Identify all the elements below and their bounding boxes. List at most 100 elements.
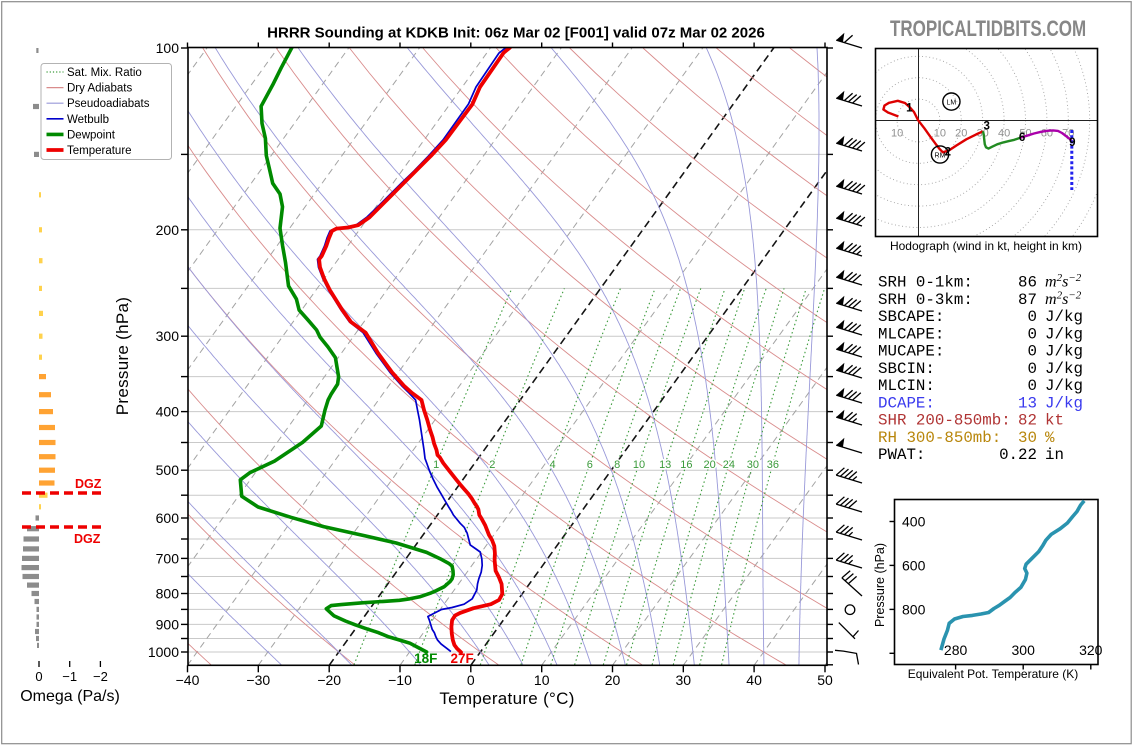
svg-text:10: 10 (934, 128, 946, 140)
svg-text:0: 0 (1028, 325, 1037, 343)
svg-text:400: 400 (902, 514, 926, 530)
svg-text:6: 6 (1019, 132, 1025, 144)
svg-text:J/kg: J/kg (1045, 377, 1083, 395)
svg-text:0: 0 (1028, 377, 1037, 395)
svg-text:−1: −1 (62, 669, 77, 684)
svg-text:Sat. Mix. Ratio: Sat. Mix. Ratio (67, 67, 142, 79)
svg-text:320: 320 (1079, 642, 1103, 658)
svg-text:500: 500 (156, 462, 180, 478)
svg-text:400: 400 (156, 404, 180, 420)
svg-text:10: 10 (891, 128, 903, 140)
svg-text:82: 82 (1018, 412, 1037, 430)
svg-text:DCAPE:: DCAPE: (878, 394, 935, 412)
svg-text:20: 20 (605, 672, 621, 688)
svg-text:40: 40 (746, 672, 762, 688)
svg-text:30: 30 (747, 459, 759, 471)
svg-text:27F: 27F (450, 651, 473, 666)
svg-text:−2: −2 (93, 669, 108, 684)
svg-text:Omega (Pa/s): Omega (Pa/s) (20, 688, 120, 705)
svg-text:0.22: 0.22 (999, 446, 1037, 464)
svg-text:PWAT:: PWAT: (878, 446, 925, 464)
svg-text:SBCAPE:: SBCAPE: (878, 308, 944, 326)
svg-text:800: 800 (902, 601, 926, 617)
svg-text:DGZ: DGZ (74, 532, 101, 546)
svg-text:MUCAPE:: MUCAPE: (878, 343, 944, 361)
svg-text:13: 13 (659, 459, 671, 471)
svg-text:13: 13 (1018, 394, 1037, 412)
svg-text:60: 60 (1041, 128, 1053, 140)
svg-text:%: % (1045, 429, 1055, 447)
svg-text:8: 8 (614, 459, 620, 471)
svg-text:J/kg: J/kg (1045, 394, 1083, 412)
svg-text:24: 24 (723, 459, 735, 471)
svg-text:86: 86 (1018, 274, 1037, 292)
svg-text:100: 100 (156, 40, 180, 56)
svg-text:1: 1 (906, 103, 913, 115)
svg-text:16: 16 (680, 459, 692, 471)
svg-text:MLCAPE:: MLCAPE: (878, 325, 944, 343)
svg-text:Pseudoadiabats: Pseudoadiabats (67, 98, 150, 110)
svg-text:9: 9 (1069, 137, 1075, 149)
svg-text:3: 3 (983, 121, 989, 133)
svg-text:Hodograph (wind in kt, height: Hodograph (wind in kt, height in km) (890, 239, 1082, 253)
svg-text:20: 20 (955, 128, 967, 140)
svg-text:HRRR Sounding at KDKB Init: 06: HRRR Sounding at KDKB Init: 06z Mar 02 [… (267, 25, 765, 42)
svg-text:Dewpoint: Dewpoint (67, 129, 116, 141)
svg-text:2: 2 (945, 147, 951, 159)
svg-text:J/kg: J/kg (1045, 325, 1083, 343)
svg-text:LM: LM (947, 100, 957, 107)
svg-text:0: 0 (35, 669, 42, 684)
svg-text:300: 300 (156, 328, 180, 344)
svg-text:J/kg: J/kg (1045, 360, 1083, 378)
svg-text:600: 600 (156, 510, 180, 526)
svg-text:20: 20 (703, 459, 715, 471)
svg-text:30: 30 (1018, 429, 1037, 447)
svg-text:10: 10 (633, 459, 645, 471)
svg-text:900: 900 (156, 616, 180, 632)
svg-text:Pressure (hPa): Pressure (hPa) (873, 543, 887, 627)
svg-text:87: 87 (1018, 291, 1037, 309)
svg-text:36: 36 (767, 459, 779, 471)
svg-text:Temperature (°C): Temperature (°C) (439, 689, 574, 708)
svg-text:40: 40 (998, 128, 1010, 140)
svg-text:0: 0 (1028, 308, 1037, 326)
svg-text:0: 0 (1028, 343, 1037, 361)
svg-text:700: 700 (156, 550, 180, 566)
svg-text:Temperature: Temperature (67, 145, 132, 157)
svg-text:4: 4 (549, 459, 555, 471)
svg-text:RM: RM (935, 153, 946, 160)
svg-text:J/kg: J/kg (1045, 343, 1083, 361)
svg-text:−10: −10 (388, 672, 412, 688)
svg-text:MLCIN:: MLCIN: (878, 377, 935, 395)
svg-text:TROPICALTIDBITS.COM: TROPICALTIDBITS.COM (890, 17, 1086, 42)
svg-text:kt: kt (1045, 412, 1064, 430)
svg-text:6: 6 (587, 459, 593, 471)
svg-text:RH 300-850mb:: RH 300-850mb: (878, 429, 1001, 447)
svg-text:DGZ: DGZ (75, 477, 102, 491)
svg-text:1: 1 (433, 459, 439, 471)
svg-text:0: 0 (467, 672, 475, 688)
svg-text:−20: −20 (317, 672, 341, 688)
svg-text:J/kg: J/kg (1045, 308, 1083, 326)
svg-text:−40: −40 (176, 672, 200, 688)
svg-text:1000: 1000 (148, 644, 179, 660)
svg-text:SRH 0-3km:: SRH 0-3km: (878, 291, 973, 309)
svg-text:800: 800 (156, 586, 180, 602)
svg-text:600: 600 (902, 557, 926, 573)
svg-text:−30: −30 (246, 672, 270, 688)
svg-text:30: 30 (676, 672, 692, 688)
svg-text:10: 10 (534, 672, 550, 688)
svg-text:0: 0 (1028, 360, 1037, 378)
svg-text:Dry Adiabats: Dry Adiabats (67, 83, 132, 95)
svg-text:18F: 18F (414, 651, 437, 666)
svg-text:Pressure (hPa): Pressure (hPa) (113, 297, 132, 416)
svg-text:50: 50 (817, 672, 833, 688)
svg-text:300: 300 (1012, 642, 1036, 658)
svg-text:SRH 0-1km:: SRH 0-1km: (878, 274, 973, 292)
svg-text:in: in (1045, 446, 1064, 464)
svg-text:200: 200 (156, 222, 180, 238)
svg-text:Wetbulb: Wetbulb (67, 114, 109, 126)
svg-text:280: 280 (944, 642, 968, 658)
svg-text:SBCIN:: SBCIN: (878, 360, 935, 378)
svg-text:2: 2 (489, 459, 495, 471)
